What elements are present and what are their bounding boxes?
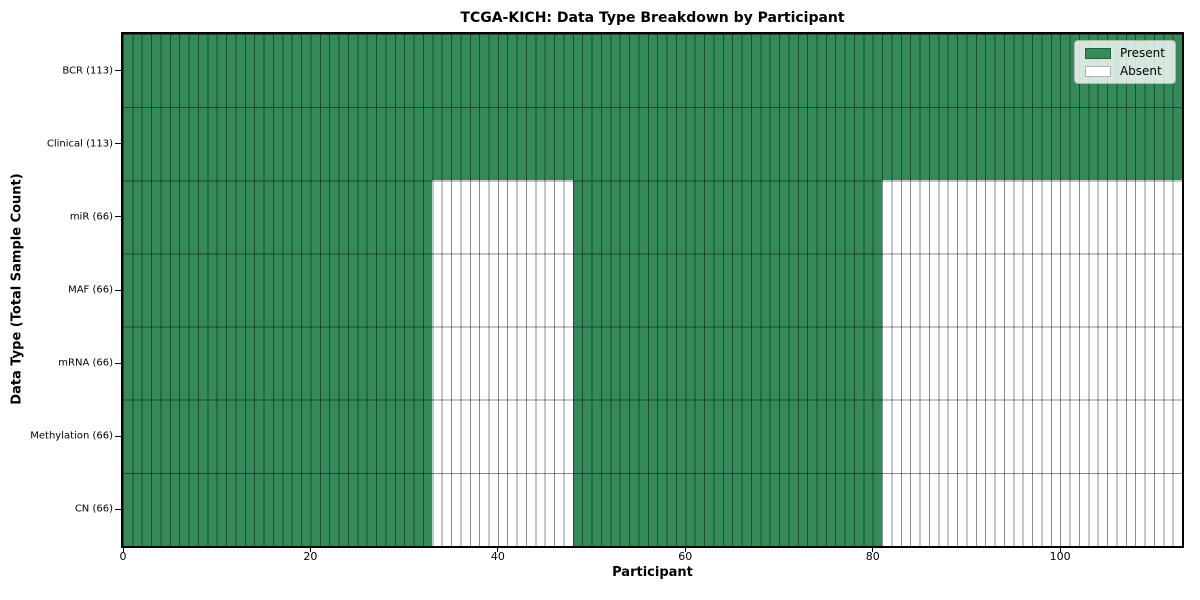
x-tick-mark bbox=[122, 548, 124, 552]
y-tick-mark bbox=[115, 435, 121, 437]
present-segment bbox=[572, 399, 883, 473]
present-segment bbox=[123, 326, 433, 400]
row-mRNA bbox=[123, 326, 1182, 400]
present-segment bbox=[572, 326, 883, 400]
legend-swatch-absent bbox=[1084, 65, 1111, 77]
y-tick-label-BCR: BCR (113) bbox=[62, 65, 113, 77]
y-tick-mark bbox=[115, 143, 121, 145]
present-segment bbox=[123, 253, 433, 327]
x-tick-label: 40 bbox=[490, 550, 505, 563]
legend-label: Present bbox=[1119, 46, 1165, 60]
x-tick-mark bbox=[497, 548, 499, 552]
present-segment bbox=[572, 472, 883, 546]
present-segment bbox=[572, 253, 883, 327]
present-segment bbox=[123, 107, 1182, 181]
x-tick-label: 20 bbox=[303, 550, 318, 563]
x-tick-mark bbox=[309, 548, 311, 552]
legend-label: Absent bbox=[1119, 64, 1162, 78]
row-Clinical bbox=[123, 107, 1182, 181]
y-tick-label-CN: CN (66) bbox=[74, 503, 113, 515]
row-Methylation bbox=[123, 399, 1182, 473]
y-tick-mark bbox=[115, 70, 121, 72]
x-tick-mark bbox=[684, 548, 686, 552]
legend-swatch-present bbox=[1084, 47, 1111, 59]
y-tick-mark bbox=[115, 216, 121, 218]
present-segment bbox=[123, 34, 1182, 108]
x-tick-label: 80 bbox=[865, 550, 880, 563]
chart-title: TCGA-KICH: Data Type Breakdown by Partic… bbox=[460, 10, 845, 26]
row-CN bbox=[123, 472, 1182, 546]
legend-item-present: Present bbox=[1084, 46, 1165, 60]
y-tick-label-miR: miR (66) bbox=[69, 211, 113, 223]
row-MAF bbox=[123, 253, 1182, 327]
x-tick-label: 100 bbox=[1049, 550, 1071, 563]
legend-item-absent: Absent bbox=[1084, 64, 1165, 78]
x-tick-label: 60 bbox=[678, 550, 693, 563]
y-tick-label-mRNA: mRNA (66) bbox=[58, 357, 113, 369]
y-tick-mark bbox=[115, 362, 121, 364]
y-tick-mark bbox=[115, 508, 121, 510]
legend: Present Absent bbox=[1073, 40, 1176, 84]
present-segment bbox=[123, 180, 433, 254]
x-tick-mark bbox=[1059, 548, 1061, 552]
y-tick-mark bbox=[115, 289, 121, 291]
y-tick-label-MAF: MAF (66) bbox=[68, 284, 113, 296]
row-miR bbox=[123, 180, 1182, 254]
row-BCR bbox=[123, 34, 1182, 108]
plot-area: Present Absent bbox=[121, 32, 1184, 548]
y-tick-label-Clinical: Clinical (113) bbox=[46, 138, 113, 150]
x-tick-mark bbox=[872, 548, 874, 552]
present-segment bbox=[572, 180, 883, 254]
y-tick-label-Methylation: Methylation (66) bbox=[30, 430, 113, 442]
x-axis-label: Participant bbox=[612, 565, 693, 580]
present-segment bbox=[123, 472, 433, 546]
x-tick-label: 0 bbox=[119, 550, 127, 563]
present-segment bbox=[123, 399, 433, 473]
